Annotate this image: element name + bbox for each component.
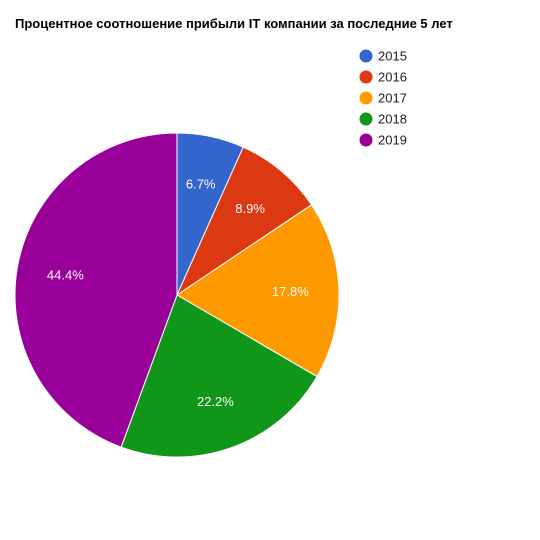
legend-marker-2018[interactable] [359,112,373,126]
legend-marker-2016[interactable] [359,70,373,84]
legend-label-2017[interactable]: 2017 [378,91,407,106]
pie-slice-2016[interactable] [175,146,313,297]
pie-slice-2018[interactable] [120,294,318,458]
slice-label-2017: 17.8% [272,284,309,299]
legend-marker-2015[interactable] [359,49,373,63]
legend-marker-2019[interactable] [359,133,373,147]
legend-label-2019[interactable]: 2019 [378,133,407,148]
slice-label-2019: 44.4% [47,268,84,283]
legend-marker-2017[interactable] [359,91,373,105]
legend-label-2015[interactable]: 2015 [378,49,407,64]
legend-label-2018[interactable]: 2018 [378,112,407,127]
chart-title: Процентное соотношение прибыли IT компан… [15,16,453,31]
slice-label-2016: 8.9% [235,201,265,216]
pie-slice-2017[interactable] [176,204,340,378]
legend-label-2016[interactable]: 2016 [378,70,407,85]
slice-label-2018: 22.2% [197,394,234,409]
slice-label-2015: 6.7% [186,177,216,192]
pie-slice-2019[interactable] [14,132,178,448]
